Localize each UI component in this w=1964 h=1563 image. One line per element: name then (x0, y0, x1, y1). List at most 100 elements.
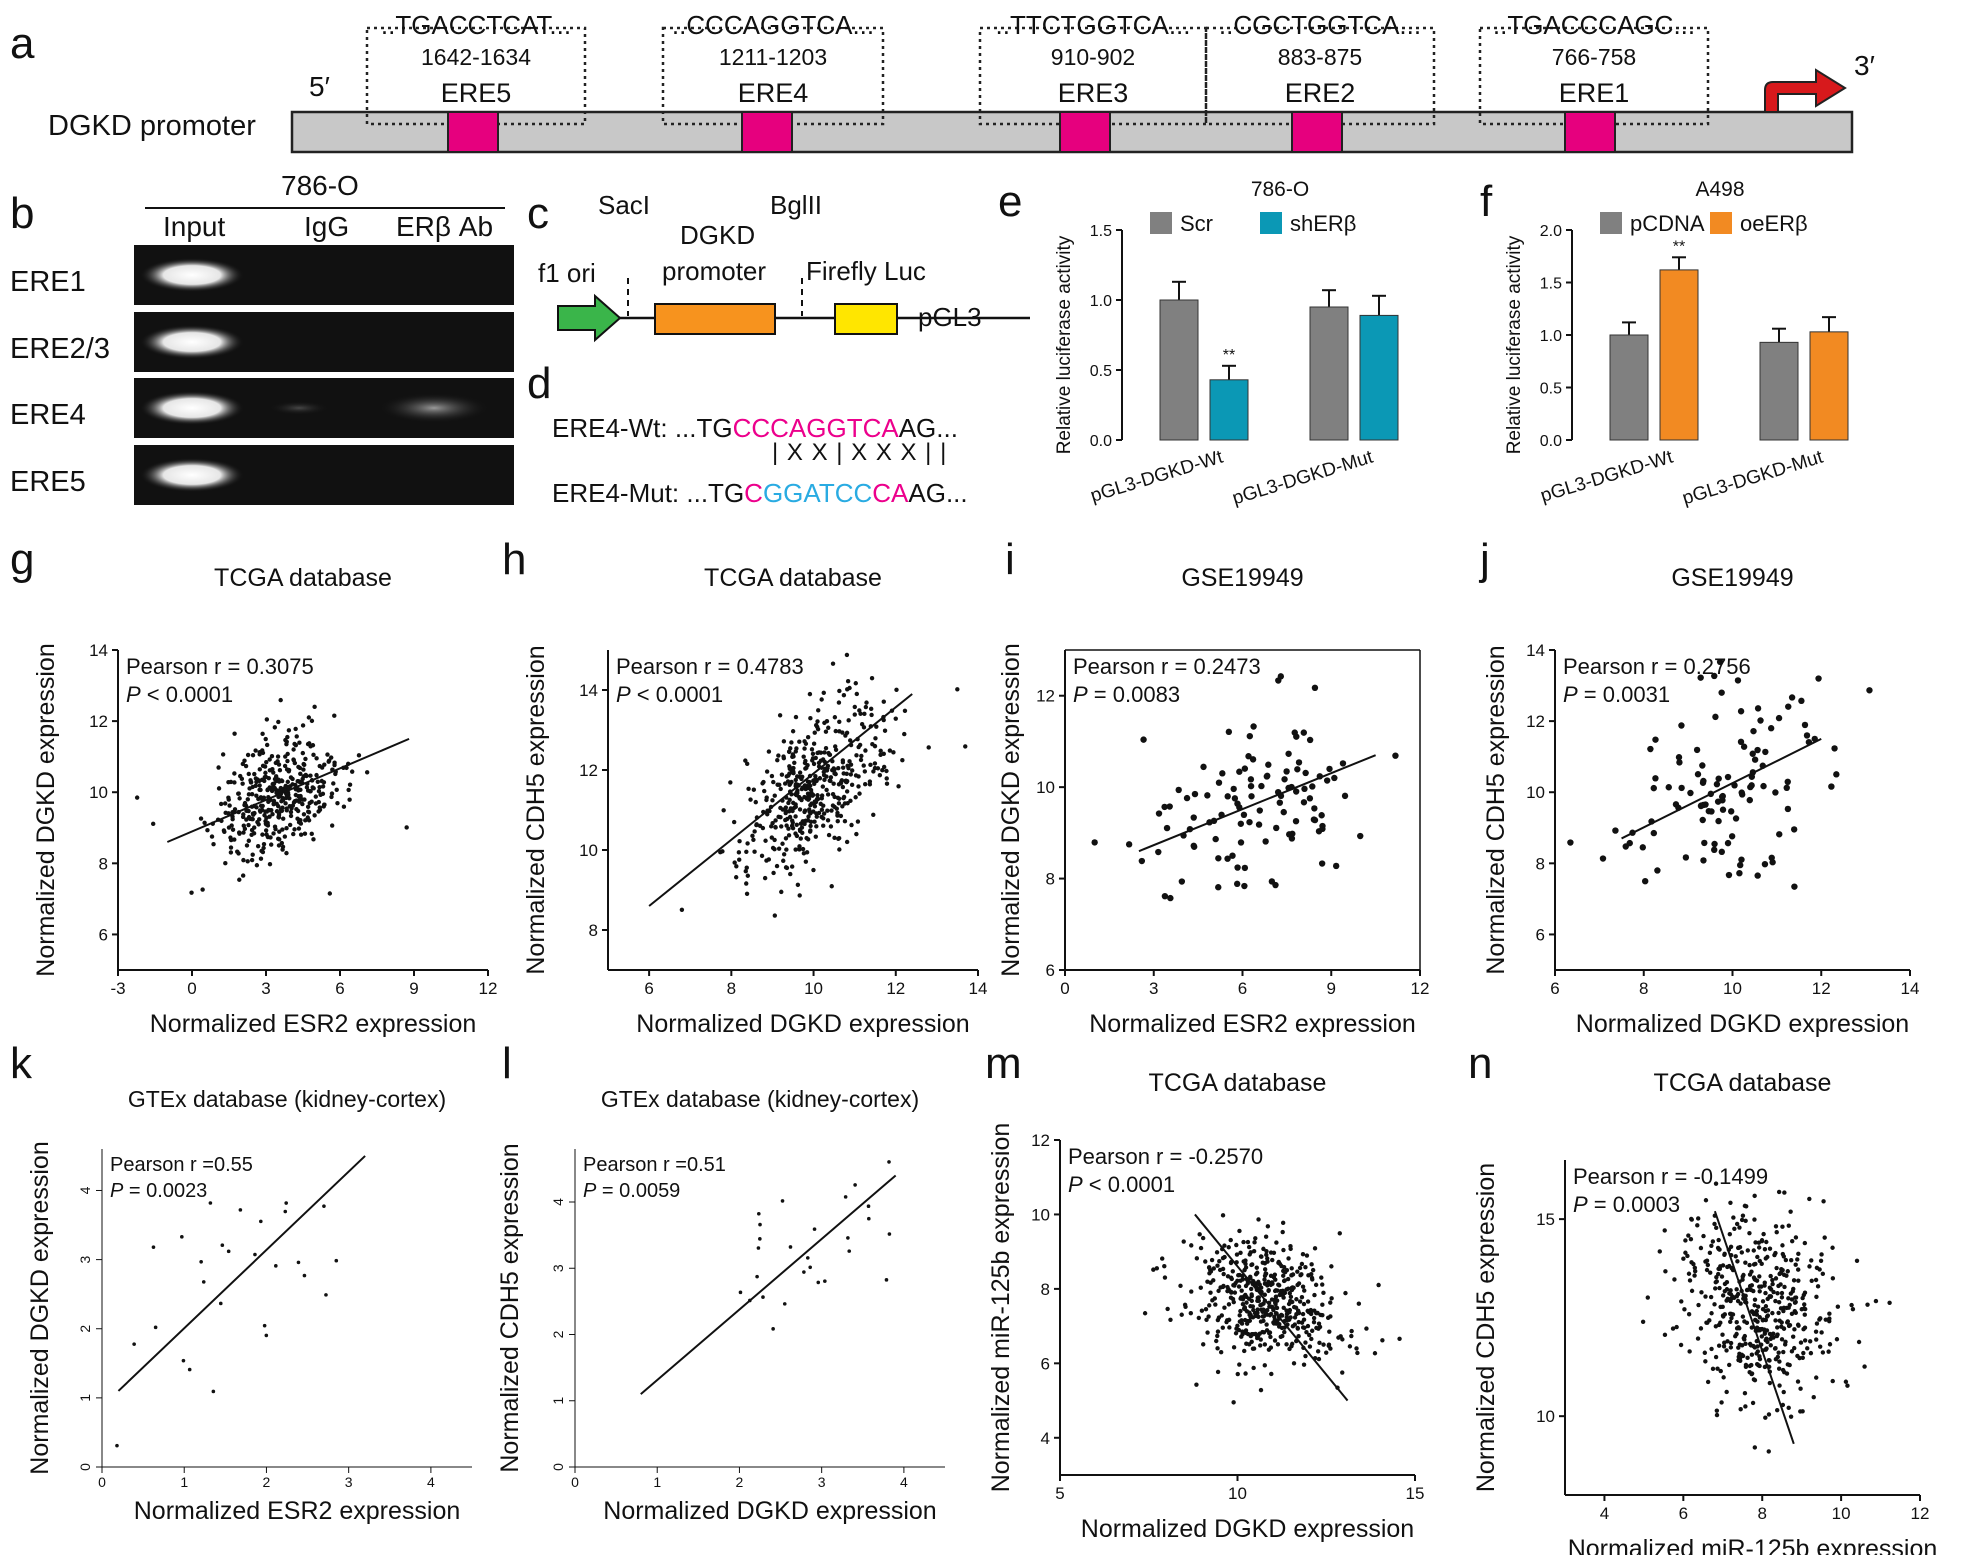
data-point (283, 801, 288, 806)
data-point (264, 717, 270, 722)
data-point (1786, 1405, 1791, 1411)
data-point (1224, 793, 1231, 800)
data-point (806, 785, 812, 791)
data-point (1286, 1256, 1291, 1261)
data-point (829, 808, 834, 813)
data-point (1756, 1245, 1762, 1250)
data-point (1739, 1343, 1745, 1348)
data-point (1754, 705, 1762, 712)
data-point (1287, 1290, 1292, 1296)
data-point (1626, 839, 1633, 847)
data-point (1767, 1246, 1773, 1251)
data-point (1753, 1261, 1758, 1267)
data-point (1747, 1230, 1752, 1236)
x-axis-label: Normalized ESR2 expression (150, 1010, 477, 1038)
y-tick-label: 3 (550, 1264, 566, 1272)
data-point (1801, 721, 1809, 729)
data-point (818, 750, 824, 755)
significance-mark: ** (1223, 347, 1235, 364)
data-point (1340, 1370, 1345, 1375)
data-point (267, 768, 273, 773)
data-point (1230, 785, 1237, 793)
data-point (1716, 658, 1724, 666)
data-point (1705, 807, 1713, 815)
data-point (1827, 1318, 1832, 1324)
data-point (246, 792, 252, 797)
data-point (1196, 1315, 1202, 1321)
y-tick-label: 1 (550, 1397, 566, 1405)
data-point (818, 758, 824, 763)
data-point (1830, 1245, 1835, 1250)
data-point (1262, 1363, 1267, 1368)
data-point (301, 774, 306, 779)
data-point (1313, 1282, 1319, 1288)
y-tick-label: 0 (550, 1463, 566, 1471)
data-point (1703, 1359, 1708, 1364)
data-point (1612, 827, 1619, 834)
data-point (1770, 1310, 1775, 1316)
y-axis-label: Normalized CDH5 expression (1482, 645, 1510, 974)
data-point (819, 796, 824, 801)
data-point (1645, 1295, 1650, 1300)
y-tick-label: 12 (579, 761, 598, 780)
data-point (1796, 1251, 1801, 1257)
data-point (853, 773, 859, 778)
data-point (775, 758, 780, 763)
data-point (1692, 1268, 1698, 1274)
p-symbol: P (616, 682, 631, 707)
data-point (780, 1199, 785, 1203)
data-point (1793, 1310, 1798, 1315)
data-point (744, 761, 750, 767)
data-point (314, 756, 319, 761)
data-point (822, 777, 827, 783)
bar (1359, 314, 1399, 441)
data-point (276, 719, 281, 725)
data-point (1713, 1354, 1719, 1360)
data-point (1724, 1279, 1730, 1285)
data-point (1221, 1271, 1226, 1277)
data-point (1216, 1288, 1221, 1294)
data-point (1248, 1286, 1254, 1292)
ere-position: 910-902 (1050, 44, 1136, 70)
data-point (1262, 838, 1269, 845)
wt-suffix: AG... (898, 413, 958, 443)
y-tick-label: 12 (1031, 1131, 1050, 1150)
mut-c2: CA (872, 478, 909, 508)
data-point (1775, 1407, 1780, 1413)
data-point (1709, 1346, 1714, 1352)
luc-box (834, 303, 898, 335)
data-point (836, 782, 842, 787)
data-point (288, 813, 294, 819)
data-point (1215, 1263, 1220, 1268)
data-point (863, 704, 869, 710)
data-point (1282, 1270, 1288, 1275)
data-point (1284, 1287, 1289, 1292)
data-point (810, 792, 816, 798)
data-point (871, 769, 876, 774)
data-point (837, 847, 842, 852)
data-point (825, 792, 831, 797)
data-point (1748, 782, 1755, 789)
data-point (1329, 1296, 1334, 1301)
data-point (821, 823, 826, 828)
data-point (271, 801, 276, 806)
data-point (794, 746, 799, 751)
data-point (1798, 1409, 1803, 1414)
mut-suffix: AG... (908, 478, 968, 508)
data-point (255, 819, 260, 825)
data-point (1820, 1271, 1826, 1277)
panel-letter-g: g (10, 535, 35, 584)
data-point (1817, 1317, 1822, 1322)
data-point (815, 796, 820, 802)
data-point (794, 790, 799, 795)
data-point (283, 783, 288, 789)
data-point (1273, 1288, 1279, 1293)
data-point (1301, 1362, 1307, 1367)
data-point (840, 765, 846, 770)
data-point (1767, 725, 1775, 732)
data-point (285, 751, 290, 757)
data-point (280, 847, 285, 852)
p-symbol: P (1068, 1172, 1083, 1197)
data-point (250, 852, 255, 857)
